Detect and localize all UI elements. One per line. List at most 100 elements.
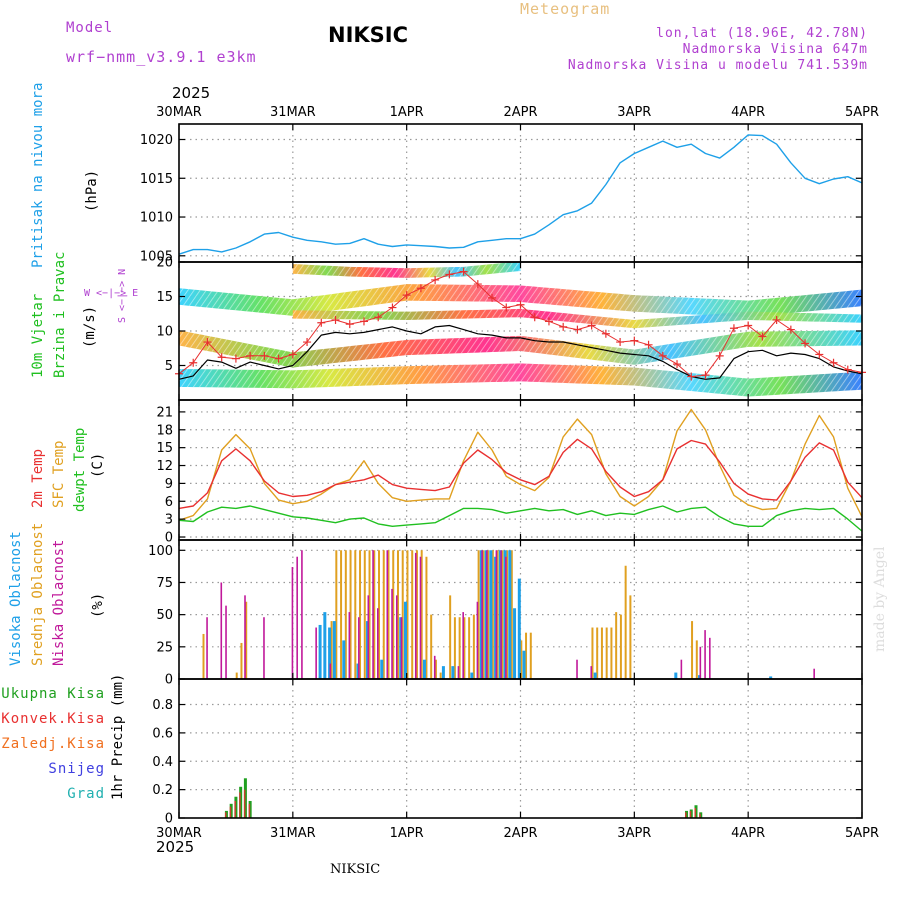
temp-2m-line	[178, 438, 863, 510]
temperature-ytick-label: 0	[165, 531, 173, 546]
wind-gust-marker	[203, 338, 212, 347]
wind-gust-marker	[473, 280, 482, 289]
clouds-ytick-label: 25	[156, 640, 173, 655]
clouds-ytick-label: 100	[148, 544, 173, 559]
x-tick-label-top: 2APR	[503, 105, 537, 120]
wind-gust-marker	[502, 303, 511, 312]
wind-gust-marker	[260, 351, 269, 360]
wind-barb-bands	[179, 262, 862, 397]
precip-conv-bar	[248, 803, 251, 818]
wind-gust-marker	[288, 350, 297, 359]
wind-gust-marker	[758, 332, 767, 341]
precip-ytick-label: 0.4	[152, 755, 173, 770]
x-tick-label-bottom: 2APR	[503, 826, 537, 841]
wind-gust-marker	[416, 284, 425, 293]
wind-gust-marker	[459, 267, 468, 276]
wind-gust-marker	[359, 317, 368, 326]
pressure-ytick-label: 1010	[140, 211, 173, 226]
wind-gust-marker	[317, 318, 326, 327]
wind-gust-marker	[431, 275, 440, 284]
wind-gust-marker	[544, 317, 553, 326]
wind-gust-marker	[189, 358, 198, 367]
wind-gust-marker	[516, 300, 525, 309]
x-tick-label-top: 30MAR	[156, 105, 202, 120]
wind-gust-marker	[843, 365, 852, 374]
wind-gust-marker	[673, 360, 682, 369]
wind-gust-marker	[345, 320, 354, 329]
wind-gust-marker	[388, 303, 397, 312]
wind-speed-line	[178, 324, 863, 380]
temperature-ytick-label: 12	[156, 459, 173, 474]
year-top: 2025	[172, 84, 211, 102]
footer-title: NIKSIC	[330, 862, 381, 877]
wind-gust-marker	[801, 339, 810, 348]
precip-conv-bar	[694, 808, 696, 818]
wind-gust-marker	[701, 371, 710, 380]
temperature-ytick-label: 18	[156, 423, 173, 438]
wind-gust-marker	[658, 351, 667, 360]
wind-gust-marker	[303, 338, 312, 347]
sfc-temp-line	[178, 408, 863, 521]
precip-conv-bar	[689, 810, 692, 818]
model-name: wrf−nmm_v3.9.1 e3km	[66, 48, 257, 66]
precip-conv-bar	[229, 806, 232, 818]
precip-conv-bar	[234, 800, 236, 818]
temperature-ytick-label: 9	[165, 477, 173, 492]
pressure-ytick-label: 1005	[140, 249, 173, 264]
precip-conv-bar	[243, 789, 246, 818]
wind-gust-marker	[231, 354, 240, 363]
model-altitude-label: Nadmorska Visina u modelu 741.539m	[567, 58, 868, 73]
year-bottom: 2025	[156, 838, 195, 856]
x-tick-label-top: 1APR	[390, 105, 424, 120]
clouds-ytick-label: 50	[156, 608, 173, 623]
wind-gust-marker	[445, 270, 454, 279]
wind-gust-marker	[829, 358, 838, 367]
wind-direction-legend: W <−|−> E	[84, 288, 139, 299]
precip-legend-frz: Zaledj.Kisa	[1, 736, 105, 752]
wind-gust-marker	[644, 340, 653, 349]
model-label: Model	[66, 20, 114, 36]
wind-band-high-hatch	[179, 284, 862, 318]
x-tick-label-bottom: 5APR	[845, 826, 879, 841]
wind-gust-marker	[587, 321, 596, 330]
clouds-ytick-label: 0	[165, 673, 173, 688]
wind-gust-marker	[402, 291, 411, 300]
precip-ytick-label: 0	[165, 812, 173, 827]
pressure-ytick-label: 1015	[140, 172, 173, 187]
x-tick-label-bottom: 4APR	[731, 826, 765, 841]
wind-gust-marker	[687, 372, 696, 381]
wind-ytick-label: 10	[156, 325, 173, 340]
wind-gust-marker	[246, 351, 255, 360]
precip-conv-bar	[224, 812, 227, 818]
wind-gust-marker	[715, 351, 724, 360]
wind-gust-marker	[744, 321, 753, 330]
wind-gust-marker	[374, 313, 383, 322]
x-tick-label-top: 4APR	[731, 105, 765, 120]
precip-panel-frame	[178, 678, 863, 819]
precip-ytick-label: 0.8	[152, 698, 173, 713]
pressure-ytick-label: 1020	[140, 133, 173, 148]
wind-gust-marker	[815, 350, 824, 359]
x-tick-label-bottom: 3APR	[617, 826, 651, 841]
clouds-ytick-label: 75	[156, 576, 173, 591]
precip-legend-conv: Konvek.Kisa	[1, 711, 105, 727]
precip-legend-total: Ukupna Kisa	[1, 686, 105, 702]
x-tick-label-bottom: 30MAR	[156, 826, 202, 841]
wind-ytick-label: 15	[156, 290, 173, 305]
temperature-ytick-label: 3	[165, 513, 173, 528]
x-tick-label-bottom: 31MAR	[270, 826, 316, 841]
precip-legend-snow: Snijeg	[48, 761, 105, 777]
precip-conv-bar	[699, 813, 701, 818]
wind-ytick-label: 20	[156, 256, 173, 271]
wind-gust-marker	[786, 325, 795, 334]
wind-band-mid-hatch	[179, 330, 862, 368]
wind-gust-marker	[772, 315, 781, 324]
wind-ytick-label: 5	[165, 359, 173, 374]
wind-gust-marker	[616, 338, 625, 347]
precip-legend-grad: Grad	[67, 786, 105, 802]
wind-gust-marker	[331, 315, 340, 324]
dewpoint-line	[178, 505, 863, 532]
wind-band-upper-mid-hatch	[292, 308, 862, 329]
wind-gust-marker	[573, 325, 582, 334]
temperature-ytick-label: 15	[156, 441, 173, 456]
